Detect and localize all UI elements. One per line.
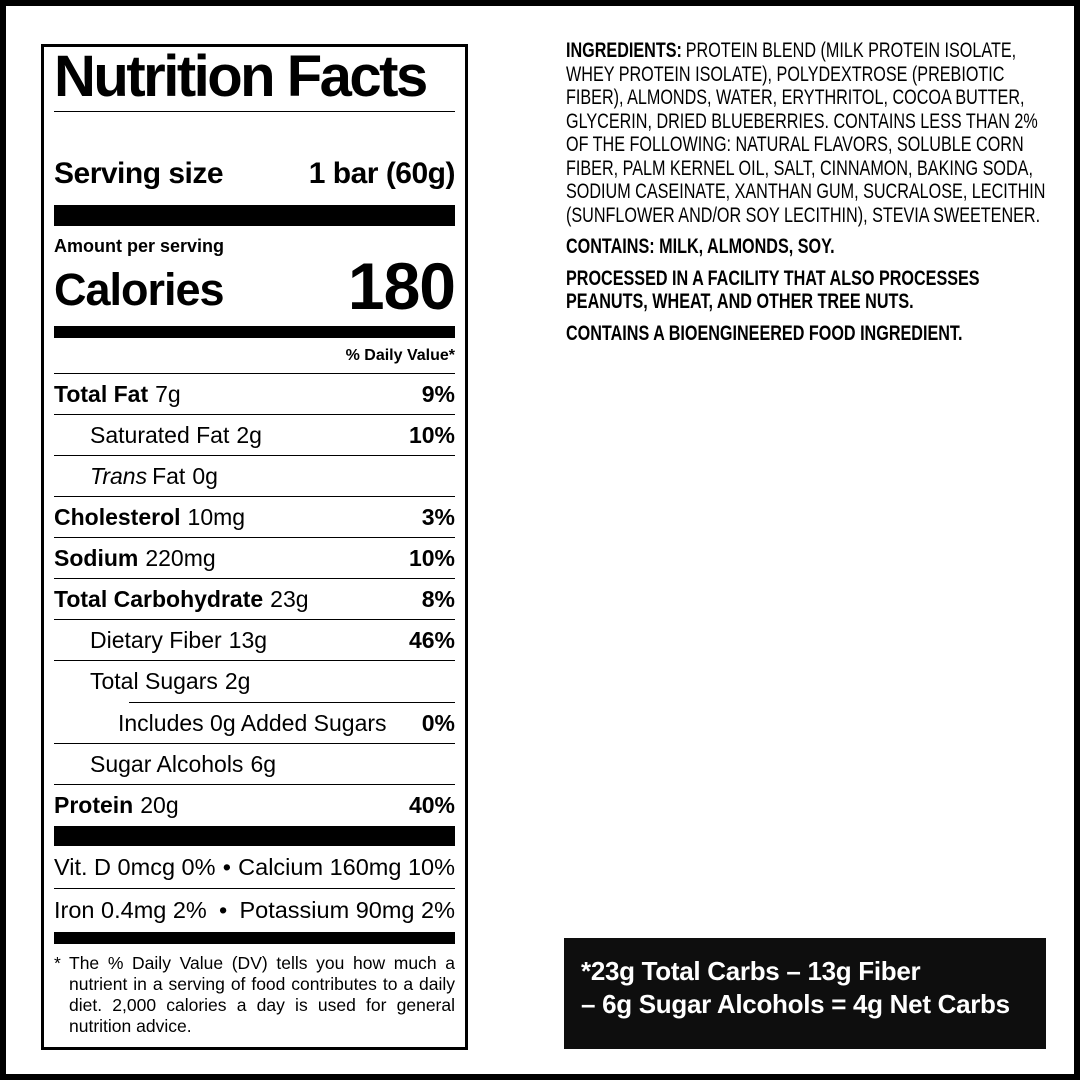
nutrient-dv: 3%	[421, 503, 455, 530]
ingredients-panel: INGREDIENTS: PROTEIN BLEND (MILK PROTEIN …	[566, 39, 1050, 345]
nutrient-dv: 10%	[408, 421, 455, 448]
nutrient-dv: 9%	[421, 380, 455, 407]
nutrient-row-trans-fat: Trans Fat 0g	[54, 456, 455, 497]
calories-row: Calories 180	[54, 249, 456, 323]
micronutrient-left: Iron 0.4mg 2%	[54, 897, 207, 923]
nutrient-row-protein: Protein 20g 40%	[54, 785, 455, 826]
net-carbs-line-2: – 6g Sugar Alcohols = 4g Net Carbs	[581, 989, 1010, 1019]
ingredients-paragraph: INGREDIENTS: PROTEIN BLEND (MILK PROTEIN …	[566, 39, 1050, 227]
nutrient-row-added-sugars: Includes 0g Added Sugars 0%	[54, 703, 455, 744]
nutrient-row-total-carbohydrate: Total Carbohydrate 23g 8%	[54, 579, 455, 620]
nutrient-name: Dietary Fiber 13g	[90, 626, 268, 653]
nutrient-row-dietary-fiber: Dietary Fiber 13g 46%	[54, 620, 455, 661]
nutrition-facts-panel: Nutrition Facts Serving size 1 bar (60g)…	[41, 44, 468, 1050]
nutrient-row-total-sugars: Total Sugars 2g	[54, 661, 455, 702]
daily-value-footnote: * The % Daily Value (DV) tells you how m…	[54, 944, 455, 1037]
net-carbs-box: *23g Total Carbs – 13g Fiber – 6g Sugar …	[564, 938, 1046, 1049]
bullet-separator: •	[219, 897, 228, 923]
nutrient-row-saturated-fat: Saturated Fat 2g 10%	[54, 415, 455, 456]
separator-bar-thick	[54, 826, 455, 846]
bioengineered-statement: CONTAINS A BIOENGINEERED FOOD INGREDIENT…	[566, 321, 963, 345]
net-carbs-line-1: *23g Total Carbs – 13g Fiber	[581, 956, 921, 986]
nutrient-name: Trans Fat 0g	[90, 462, 218, 489]
nutrient-row-cholesterol: Cholesterol 10mg 3%	[54, 497, 455, 538]
nutrient-name: Total Sugars 2g	[90, 668, 251, 694]
separator-bar-medium	[54, 932, 455, 944]
nutrient-dv: 0%	[421, 709, 455, 736]
added-sugars-indent-rule	[129, 702, 455, 703]
calories-label: Calories	[54, 264, 225, 315]
amount-per-serving-label: Amount per serving	[54, 236, 225, 256]
nutrient-name: Sugar Alcohols 6g	[90, 750, 277, 777]
separator-bar-medium	[54, 326, 455, 338]
micronutrient-right: Calcium 160mg 10%	[238, 853, 455, 880]
ingredients-text: PROTEIN BLEND (MILK PROTEIN ISOLATE, WHE…	[566, 39, 1046, 227]
daily-value-header: % Daily Value*	[54, 338, 455, 374]
nutrient-row-sodium: Sodium 220mg 10%	[54, 538, 455, 579]
nutrient-name: Saturated Fat 2g	[90, 421, 262, 448]
contains-statement: CONTAINS: MILK, ALMONDS, SOY.	[566, 235, 835, 258]
bullet-separator: •	[222, 853, 231, 880]
nutrient-dv: 10%	[408, 544, 455, 571]
footnote-asterisk: *	[54, 953, 61, 973]
micronutrient-row-iron-potassium: Iron 0.4mg 2% • Potassium 90mg 2%	[54, 889, 455, 932]
nutrient-name: Cholesterol 10mg	[54, 503, 246, 530]
nutrient-name: Protein 20g	[54, 792, 179, 818]
nutrient-dv: 46%	[408, 626, 455, 653]
calories-value: 180	[347, 249, 456, 323]
nutrient-name: Total Carbohydrate 23g	[54, 585, 309, 612]
nutrient-name: Includes 0g Added Sugars	[118, 709, 387, 736]
facility-statement: PROCESSED IN A FACILITY THAT ALSO PROCES…	[566, 266, 980, 314]
serving-size-row: Serving size 1 bar (60g)	[54, 156, 456, 192]
micronutrient-left: Vit. D 0mcg 0%	[54, 853, 216, 880]
serving-size-label: Serving size	[54, 157, 224, 190]
footnote-text: The % Daily Value (DV) tells you how muc…	[69, 953, 455, 1036]
nutrient-name: Total Fat 7g	[54, 380, 181, 407]
nutrient-row-total-fat: Total Fat 7g 9%	[54, 374, 455, 415]
nutrient-dv: 40%	[408, 792, 455, 818]
serving-size-value: 1 bar (60g)	[308, 157, 456, 190]
separator-bar-thick	[54, 205, 455, 226]
nutrition-facts-title: Nutrition Facts	[54, 47, 455, 112]
micronutrient-row-vitd-calcium: Vit. D 0mcg 0% • Calcium 160mg 10%	[54, 846, 455, 889]
nutrient-name: Sodium 220mg	[54, 544, 216, 571]
nutrient-row-sugar-alcohols: Sugar Alcohols 6g	[54, 744, 455, 785]
ingredients-label: INGREDIENTS:	[566, 39, 682, 62]
micronutrient-right: Potassium 90mg 2%	[239, 897, 455, 923]
nutrient-dv: 8%	[421, 585, 455, 612]
